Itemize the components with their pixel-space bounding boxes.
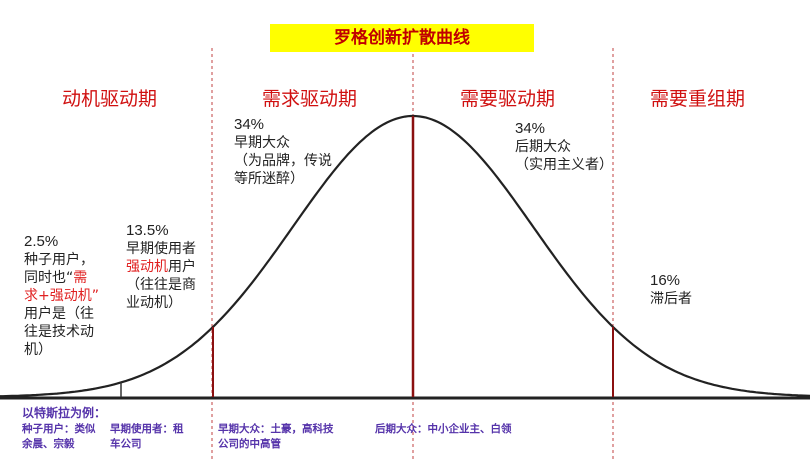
line: 种子用户：类似	[22, 423, 96, 435]
line: 滞后者	[650, 291, 692, 307]
text-highlight: 强动机	[126, 259, 168, 275]
line: 后期大众	[515, 139, 571, 155]
line: 种子用户，	[24, 252, 94, 268]
bell-curve	[0, 114, 810, 398]
line: 用户是（往	[24, 306, 94, 322]
segment-late-majority: 34% 后期大众 （实用主义者）	[515, 120, 613, 174]
line: 车公司	[110, 438, 142, 450]
line: 早期大众：土豪，高科技	[218, 423, 334, 435]
line: 机）	[24, 342, 52, 358]
line: 早期使用者	[126, 241, 196, 257]
diagram-title: 罗格创新扩散曲线	[270, 24, 534, 52]
line: 早期大众	[234, 135, 290, 151]
line: 业动机）	[126, 295, 182, 311]
line: （为品牌，传说	[234, 153, 332, 169]
percent: 34%	[515, 120, 546, 137]
line: 强动机用户	[126, 258, 196, 276]
percent: 34%	[234, 116, 265, 133]
percent: 2.5%	[24, 233, 59, 250]
example-heading: 以特斯拉为例：	[22, 406, 107, 420]
example-early-adopters: 早期使用者：租 车公司	[110, 422, 184, 452]
example-late-majority: 后期大众：中小企业主、白领	[375, 422, 512, 437]
phase-label-2: 需求驱动期	[262, 88, 358, 110]
example-early-majority: 早期大众：土豪，高科技 公司的中高管	[218, 422, 334, 452]
line: 等所迷醉）	[234, 171, 304, 187]
line-highlight: 求+强动机”	[24, 288, 99, 304]
example-innovators: 种子用户：类似 余晨、宗毅	[22, 422, 96, 452]
line: 同时也“需	[24, 269, 99, 287]
text: 用户	[168, 259, 196, 275]
percent: 16%	[650, 272, 681, 289]
line: 余晨、宗毅	[22, 438, 75, 450]
phase-label-4: 需要重组期	[650, 88, 746, 110]
line: 后期大众：中小企业主、白领	[375, 423, 512, 435]
line: （实用主义者）	[515, 157, 613, 173]
text: 同时也“	[24, 270, 74, 286]
segment-laggards: 16% 滞后者	[650, 272, 692, 308]
segment-early-majority: 34% 早期大众 （为品牌，传说 等所迷醉）	[234, 116, 332, 188]
line: 往是技术动	[24, 324, 94, 340]
line: （往往是商	[126, 277, 196, 293]
segment-early-adopters: 13.5% 早期使用者 强动机用户 （往往是商 业动机）	[126, 222, 196, 312]
segment-innovators: 2.5% 种子用户， 同时也“需 求+强动机” 用户是（往 往是技术动 机）	[24, 233, 99, 359]
phase-label-1: 动机驱动期	[62, 88, 158, 110]
line: 早期使用者：租	[110, 423, 184, 435]
percent: 13.5%	[126, 222, 169, 239]
line: 公司的中高管	[218, 438, 281, 450]
phase-label-3: 需要驱动期	[460, 88, 556, 110]
text-highlight: 需	[73, 270, 88, 286]
